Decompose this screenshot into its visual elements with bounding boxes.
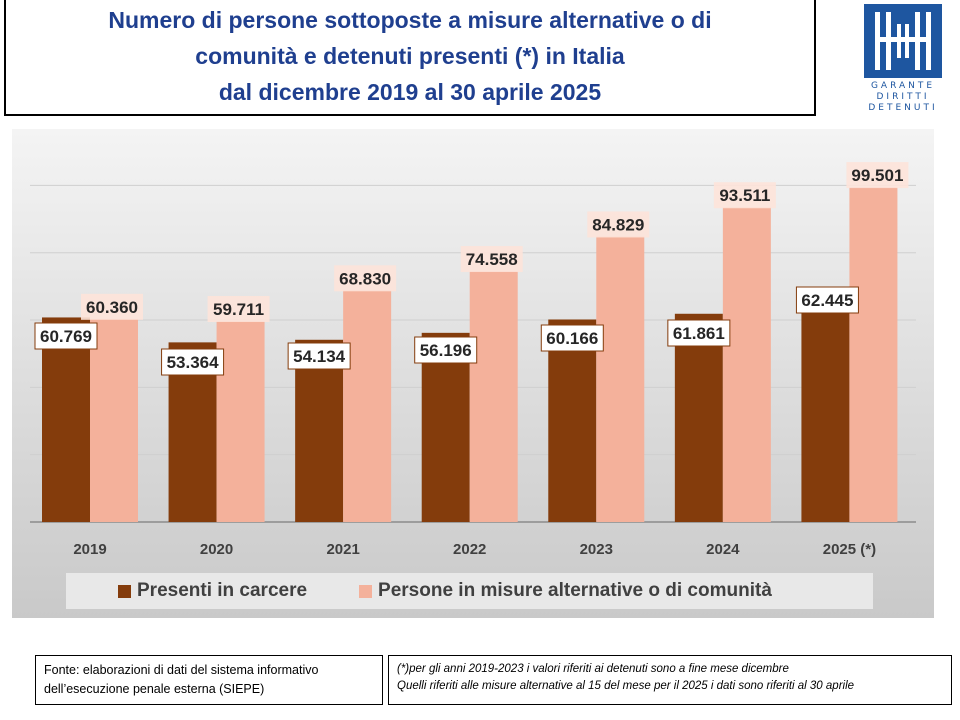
data-label-presenti-box bbox=[540, 324, 604, 352]
x-tick-label: 2024 bbox=[706, 541, 740, 558]
data-label-presenti-box bbox=[795, 286, 859, 314]
title-line-3: dal dicembre 2019 al 30 aprile 2025 bbox=[218, 79, 602, 105]
title-line-1: Numero di persone sottoposte a misure al… bbox=[108, 7, 712, 33]
data-label-presenti: 56.196 bbox=[420, 341, 472, 360]
data-label-misure: 59.711 bbox=[213, 300, 264, 319]
bar-misure bbox=[90, 318, 138, 522]
data-label-presenti-box bbox=[667, 319, 731, 347]
data-label-misure-box bbox=[334, 265, 397, 292]
source-note: Fonte: elaborazioni di dati del sistema … bbox=[35, 655, 383, 705]
data-label-presenti-box bbox=[161, 348, 225, 376]
garante-logo-icon bbox=[864, 4, 942, 78]
legend: Presenti in carcere Persone in misure al… bbox=[66, 573, 873, 609]
source-line-2: dell’esecuzione penale esterna (SIEPE) bbox=[44, 682, 265, 696]
x-tick-label: 2023 bbox=[580, 541, 613, 558]
data-label-misure-box bbox=[713, 182, 776, 209]
legend-swatch-presenti bbox=[118, 584, 131, 598]
footnote-line-2: Quelli riferiti alle misure alternative … bbox=[397, 680, 855, 692]
title-line-2: comunità e detenuti presenti (*) in Ital… bbox=[195, 43, 625, 69]
data-label-presenti: 60.166 bbox=[546, 329, 598, 348]
data-label-presenti-box bbox=[34, 322, 98, 350]
data-label-presenti: 61.861 bbox=[673, 324, 725, 343]
data-label-misure-box bbox=[587, 211, 650, 238]
x-tick-label: 2020 bbox=[200, 541, 233, 558]
x-tick-label: 2025 (*) bbox=[823, 541, 876, 558]
data-label-misure: 93.511 bbox=[719, 186, 770, 205]
logo-text-3: DETENUTI bbox=[868, 103, 938, 113]
bar-presenti bbox=[295, 339, 344, 522]
data-label-presenti-box bbox=[414, 336, 478, 364]
bar-chart: 60.769 60.360 2019 53.364 59.711 2020 54.134 68… bbox=[30, 162, 916, 558]
footnote: (*)per gli anni 2019-2023 i valori rifer… bbox=[388, 655, 952, 705]
data-label-presenti: 53.364 bbox=[167, 353, 220, 372]
bar-presenti bbox=[548, 319, 597, 522]
bar-misure bbox=[343, 290, 392, 522]
legend-label-misure: Persone in misure alternative o di comun… bbox=[378, 580, 772, 601]
bar-misure bbox=[596, 236, 645, 522]
data-label-misure-box bbox=[81, 293, 143, 320]
legend-swatch-misure bbox=[359, 584, 373, 598]
bar-misure bbox=[469, 271, 518, 522]
footnote-line-1: (*)per gli anni 2019-2023 i valori rifer… bbox=[397, 663, 789, 675]
legend-item-presenti: Presenti in carcere bbox=[118, 580, 307, 602]
data-label-misure: 84.829 bbox=[592, 215, 644, 234]
logo-text-1: GARANTE bbox=[870, 81, 936, 91]
data-label-presenti: 60.769 bbox=[40, 327, 92, 346]
data-label-presenti: 62.445 bbox=[801, 291, 853, 310]
data-label-misure-box bbox=[460, 246, 523, 273]
data-label-presenti-box bbox=[287, 342, 351, 370]
data-label-misure: 99.501 bbox=[851, 166, 903, 185]
data-label-misure-box bbox=[207, 296, 270, 323]
bar-presenti bbox=[42, 317, 90, 522]
source-line-1: Fonte: elaborazioni di dati del sistema … bbox=[44, 663, 319, 677]
logo-text-2: DIRITTI bbox=[876, 92, 930, 102]
x-tick-label: 2021 bbox=[326, 541, 359, 558]
bar-misure bbox=[849, 187, 898, 523]
data-label-misure: 68.830 bbox=[339, 269, 391, 288]
data-label-presenti: 54.134 bbox=[293, 347, 346, 366]
bar-presenti bbox=[801, 311, 850, 522]
bar-presenti bbox=[421, 332, 470, 522]
legend-item-misure: Persone in misure alternative o di comun… bbox=[359, 580, 772, 602]
x-tick-label: 2019 bbox=[73, 541, 106, 558]
legend-label-presenti: Presenti in carcere bbox=[137, 580, 308, 601]
data-label-misure: 74.558 bbox=[466, 250, 518, 269]
x-tick-label: 2022 bbox=[453, 541, 486, 558]
data-label-misure: 60.360 bbox=[86, 298, 138, 317]
bar-misure bbox=[216, 321, 265, 522]
data-label-misure-box bbox=[846, 162, 909, 189]
title-box: Numero di persone sottoposte a misure al… bbox=[4, 0, 816, 116]
bar-presenti bbox=[674, 313, 723, 522]
bar-misure bbox=[722, 207, 771, 522]
